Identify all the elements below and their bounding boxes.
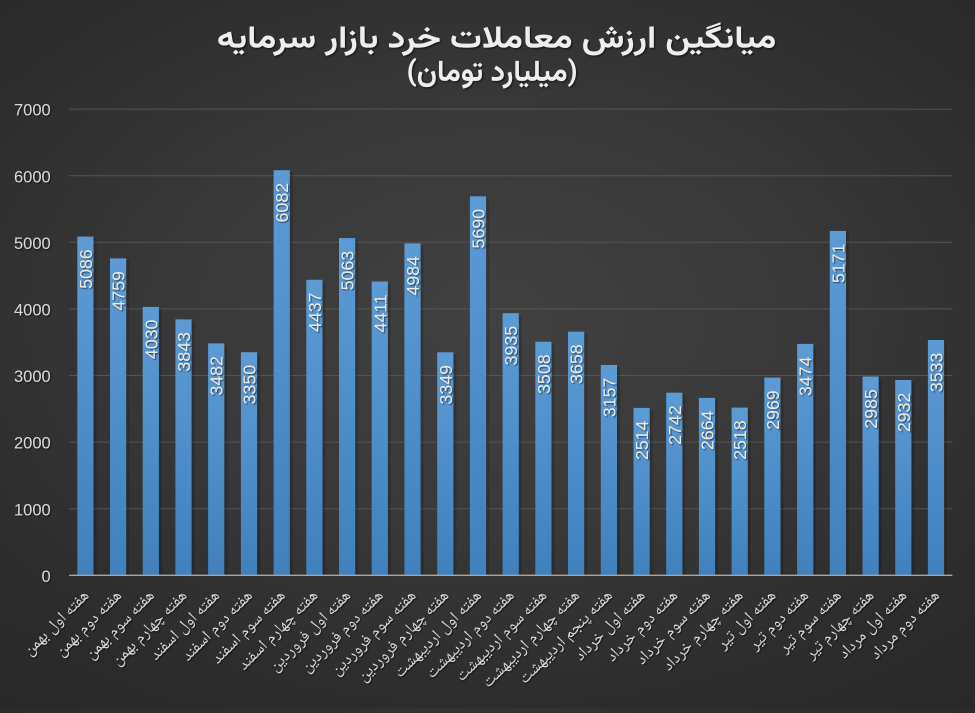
svg-text:4030: 4030 [141, 319, 161, 359]
svg-text:4984: 4984 [403, 256, 423, 296]
svg-text:2985: 2985 [861, 389, 881, 429]
svg-text:1000: 1000 [14, 501, 51, 519]
svg-text:4000: 4000 [14, 302, 51, 320]
svg-text:3482: 3482 [207, 356, 227, 396]
svg-text:2969: 2969 [763, 390, 783, 430]
svg-text:5000: 5000 [14, 235, 51, 253]
svg-text:2518: 2518 [730, 420, 750, 460]
svg-text:2742: 2742 [665, 405, 685, 445]
svg-text:3349: 3349 [436, 365, 456, 405]
svg-text:4411: 4411 [370, 294, 390, 332]
svg-text:3935: 3935 [501, 326, 521, 366]
svg-text:2514: 2514 [632, 420, 652, 460]
svg-text:3000: 3000 [14, 368, 51, 386]
svg-text:6000: 6000 [14, 168, 51, 186]
svg-text:2664: 2664 [698, 410, 718, 450]
svg-text:5063: 5063 [338, 251, 358, 291]
svg-text:3658: 3658 [567, 344, 587, 384]
svg-text:5171: 5171 [828, 243, 848, 283]
svg-text:3843: 3843 [174, 332, 194, 372]
svg-text:0: 0 [42, 568, 51, 586]
svg-text:5690: 5690 [469, 209, 489, 249]
svg-text:3350: 3350 [240, 365, 260, 405]
svg-text:7000: 7000 [14, 102, 51, 120]
svg-text:4437: 4437 [305, 293, 325, 333]
svg-text:4759: 4759 [109, 271, 129, 311]
svg-text:3474: 3474 [796, 356, 816, 396]
svg-text:5086: 5086 [76, 249, 96, 289]
svg-text:6082: 6082 [272, 183, 292, 223]
svg-text:3508: 3508 [534, 354, 554, 394]
svg-text:2932: 2932 [894, 393, 914, 433]
svg-text:3533: 3533 [927, 353, 947, 393]
svg-text:3157: 3157 [599, 378, 619, 418]
svg-text:2000: 2000 [14, 435, 51, 453]
